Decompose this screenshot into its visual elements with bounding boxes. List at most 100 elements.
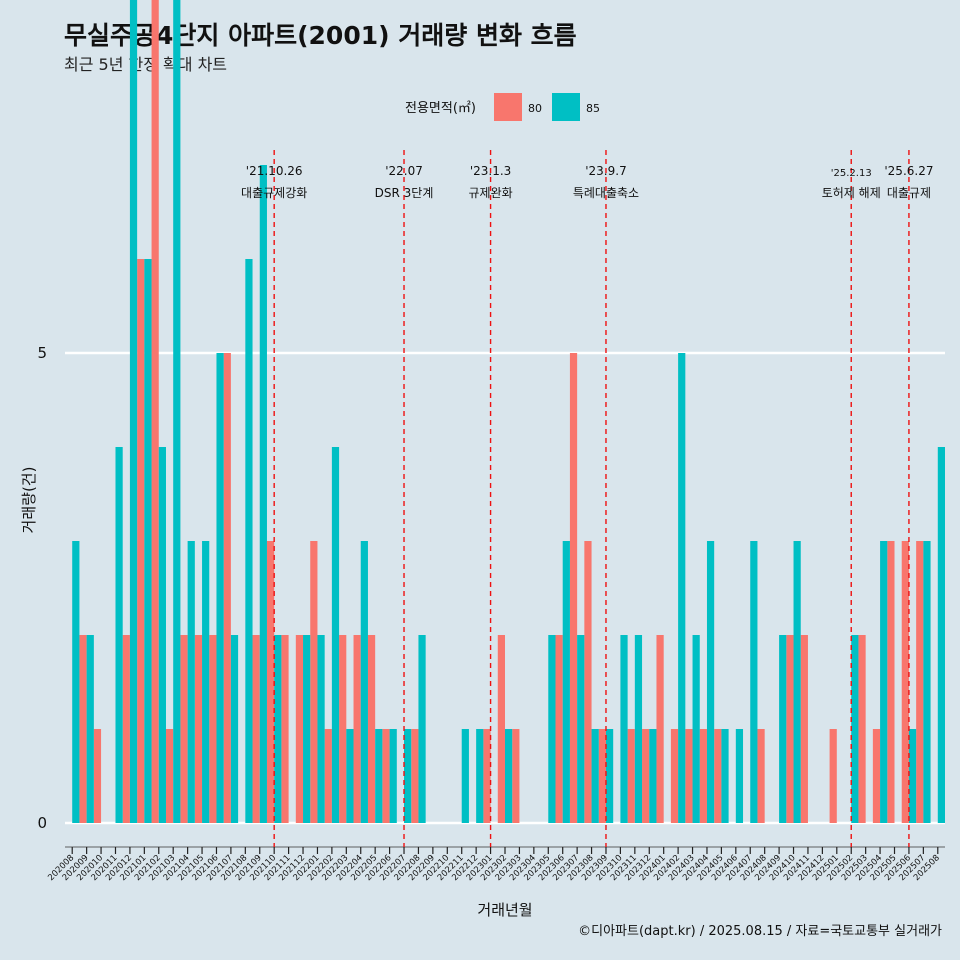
bar-80-202411	[800, 635, 808, 823]
event-date-label: '25.2.13	[831, 168, 872, 179]
bar-85-202212	[476, 729, 484, 823]
bar-80-202507	[916, 541, 924, 823]
bar-80-202009	[79, 635, 87, 823]
chart-title: 무실주공4단지 아파트(2001) 거래량 변화 흐름	[64, 21, 577, 50]
bar-80-202102	[151, 0, 159, 823]
bar-80-202501	[829, 729, 837, 823]
bar-80-202311	[627, 729, 635, 823]
legend-label-85: 85	[586, 102, 600, 115]
y-tick-label: 0	[37, 814, 47, 832]
bar-85-202110	[274, 635, 282, 823]
bar-80-202504	[872, 729, 881, 823]
event-label: 대출규제강화	[241, 186, 307, 200]
bar-85-202404	[706, 541, 715, 823]
event-label: 대출규제	[887, 186, 931, 200]
bar-85-202208	[418, 635, 426, 823]
bar-80-202105	[194, 635, 203, 823]
bar-80-202403	[685, 729, 693, 823]
bar-85-202109	[259, 165, 267, 823]
bar-80-202308	[584, 541, 592, 823]
bar-85-202201	[317, 635, 325, 823]
y-tick-label: 5	[37, 344, 47, 362]
event-label: DSR 3단계	[375, 186, 434, 200]
bar-85-202012	[129, 0, 138, 823]
event-label: 규제완화	[468, 186, 512, 200]
bar-85-202309	[605, 729, 614, 823]
event-label: 특례대출축소	[573, 186, 639, 200]
bar-80-202506	[901, 541, 909, 823]
bar-80-202201	[310, 541, 318, 823]
bar-80-202312	[642, 729, 650, 823]
bar-85-202103	[173, 0, 181, 823]
bar-80-202109	[252, 635, 260, 823]
bar-85-202204	[360, 541, 368, 823]
bar-85-202206	[389, 729, 397, 823]
bar-80-202208	[411, 729, 419, 823]
event-label: 토허제 해제	[822, 186, 881, 200]
bar-80-202204	[353, 635, 361, 823]
legend-swatch-80	[494, 93, 522, 121]
bar-85-202101	[144, 259, 152, 823]
bar-80-202106	[209, 635, 217, 823]
bar-80-202303	[512, 729, 520, 823]
bar-85-202410	[793, 541, 801, 823]
bar-85-202406	[735, 729, 744, 823]
bar-85-202405	[721, 729, 729, 823]
bar-85-202310	[620, 635, 628, 823]
bar-85-202104	[187, 541, 195, 823]
bar-85-202312	[649, 729, 657, 823]
bar-85-202108	[245, 259, 253, 823]
bar-85-202202	[331, 447, 340, 823]
bar-80-202302	[497, 635, 505, 823]
legend-swatch-85	[552, 93, 580, 121]
bar-85-202407	[750, 541, 758, 823]
event-date-label: '22.07	[385, 164, 423, 178]
bar-85-202305	[548, 635, 556, 823]
y-axis-title: 거래량(건)	[20, 467, 38, 534]
bar-85-202507	[923, 541, 931, 823]
bar-85-202105	[202, 541, 210, 823]
bar-85-202207	[404, 729, 412, 823]
bar-80-202410	[786, 635, 794, 823]
legend-label-80: 80	[528, 102, 542, 115]
bar-80-202309	[598, 729, 606, 823]
bar-85-202409	[779, 635, 787, 823]
bar-80-202206	[382, 729, 390, 823]
bar-80-202505	[887, 541, 895, 823]
bar-80-202503	[858, 635, 866, 823]
bar-80-202104	[180, 635, 188, 823]
bar-80-202112	[295, 635, 304, 823]
event-date-label: '23.1.3	[470, 164, 511, 178]
bar-80-202103	[165, 729, 174, 823]
event-date-label: '21.10.26	[246, 164, 303, 178]
bar-85-202008	[72, 541, 80, 823]
bar-85-202211	[461, 729, 469, 823]
bar-85-202205	[375, 729, 383, 823]
x-axis-title: 거래년월	[477, 901, 532, 919]
bar-80-202401	[656, 635, 664, 823]
bar-85-202009	[86, 635, 94, 823]
legend-title: 전용면적(㎡)	[405, 101, 476, 116]
bar-85-202502	[851, 635, 859, 823]
bar-85-202102	[158, 447, 166, 823]
bar-85-202506	[908, 729, 917, 823]
bar-80-202111	[281, 635, 289, 823]
event-date-label: '25.6.27	[884, 164, 933, 178]
bar-80-202101	[137, 259, 145, 823]
bar-80-202402	[670, 729, 679, 823]
bar-85-202107	[230, 635, 239, 823]
bar-85-202302	[505, 729, 513, 823]
bar-85-202403	[692, 635, 700, 823]
bar-85-202203	[346, 729, 354, 823]
bar-85-202308	[591, 729, 599, 823]
bar-80-202307	[569, 353, 578, 823]
legend: 전용면적(㎡) 80 85	[405, 93, 600, 121]
plot-area: 0510202008202009202010202011202012202101…	[37, 0, 945, 883]
bar-85-202106	[216, 353, 224, 823]
bar-85-202504	[880, 541, 888, 823]
bar-80-202205	[367, 635, 376, 823]
bar-80-202012	[122, 635, 130, 823]
bar-85-202112	[303, 635, 311, 823]
bar-85-202508	[937, 447, 945, 823]
bar-80-202010	[93, 729, 102, 823]
